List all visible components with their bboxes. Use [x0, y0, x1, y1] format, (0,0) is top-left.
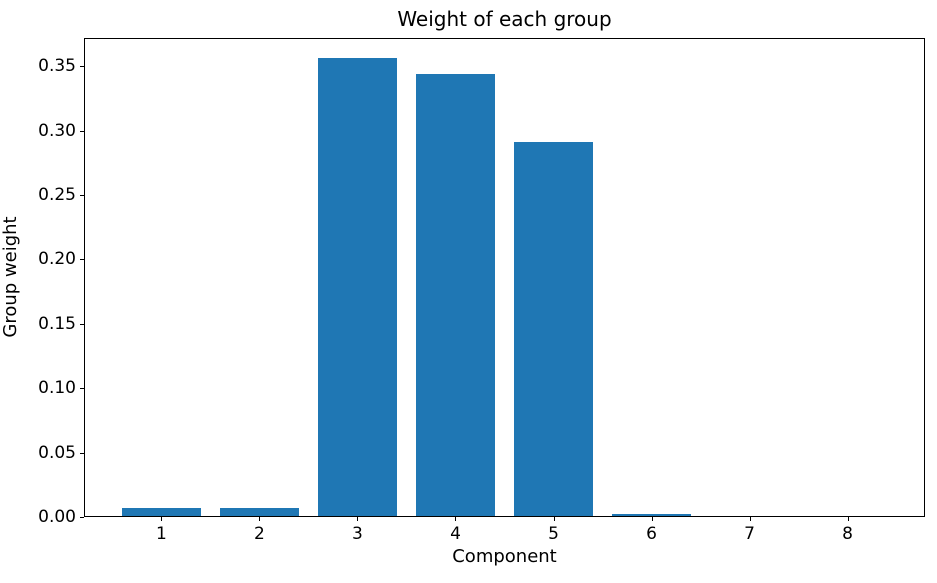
x-tick-mark — [553, 517, 555, 521]
bar-component-3 — [318, 58, 397, 516]
plot-area — [84, 38, 925, 517]
y-tick-mark — [80, 66, 84, 68]
x-tick-mark — [749, 517, 751, 521]
bar-component-2 — [220, 507, 299, 516]
x-tick-mark — [161, 517, 163, 521]
y-tick-mark — [80, 130, 84, 132]
bar-component-4 — [416, 73, 495, 516]
x-tick-label: 8 — [842, 524, 853, 544]
bar-component-6 — [612, 513, 691, 516]
y-tick-mark — [80, 388, 84, 390]
y-tick-label: 0.30 — [38, 120, 76, 141]
y-tick-label: 0.15 — [38, 313, 76, 334]
y-tick-label: 0.05 — [38, 442, 76, 463]
x-tick-mark — [357, 517, 359, 521]
y-tick-label: 0.20 — [38, 249, 76, 270]
y-tick-mark — [80, 452, 84, 454]
x-tick-label: 1 — [156, 524, 167, 544]
x-tick-mark — [847, 517, 849, 521]
x-tick-label: 7 — [744, 524, 755, 544]
x-tick-mark — [259, 517, 261, 521]
y-tick-label: 0.00 — [38, 507, 76, 527]
bar-component-5 — [514, 141, 593, 516]
x-tick-mark — [651, 517, 653, 521]
y-tick-mark — [80, 259, 84, 261]
x-tick-mark — [455, 517, 457, 521]
y-tick-mark — [80, 323, 84, 325]
x-tick-label: 2 — [254, 524, 265, 544]
x-tick-label: 5 — [548, 524, 559, 544]
y-tick-label: 0.10 — [38, 378, 76, 399]
y-tick-label: 0.35 — [38, 56, 76, 77]
x-tick-label: 3 — [352, 524, 363, 544]
y-tick-mark — [80, 517, 84, 518]
y-tick-mark — [80, 195, 84, 197]
y-tick-label: 0.25 — [38, 185, 76, 206]
x-tick-label: 6 — [646, 524, 657, 544]
x-axis-label: Component — [452, 546, 557, 567]
chart-title: Weight of each group — [397, 7, 612, 31]
x-tick-label: 4 — [450, 524, 461, 544]
bar-component-1 — [122, 507, 201, 516]
